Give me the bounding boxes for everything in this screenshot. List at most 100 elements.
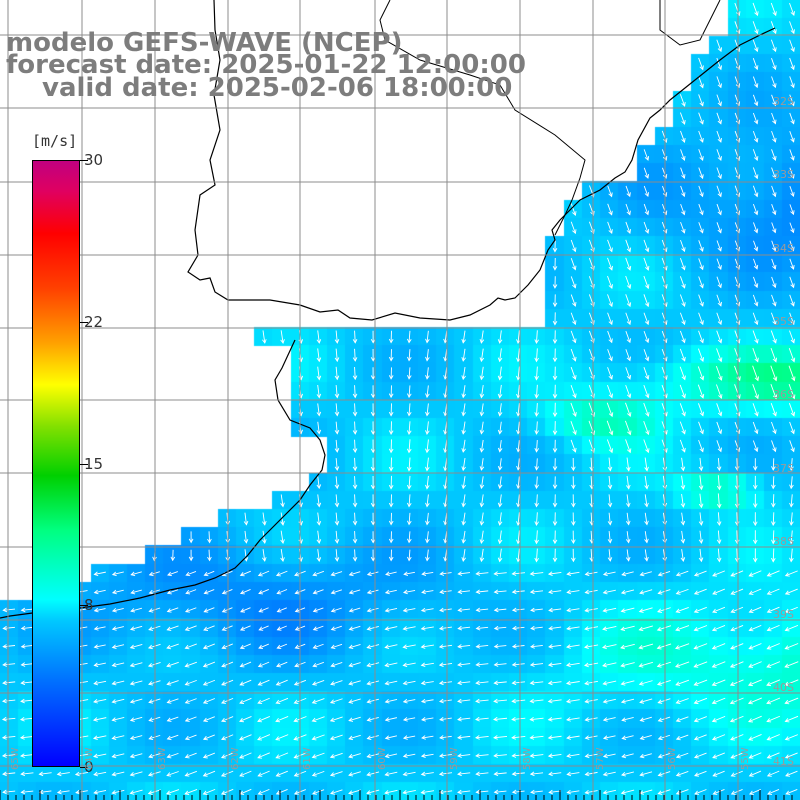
wind-arrow <box>625 349 631 362</box>
wind-arrow <box>479 439 485 453</box>
wind-arrow <box>166 734 179 741</box>
wind-arrow <box>384 680 398 686</box>
wind-arrow <box>461 439 466 453</box>
wind-arrow <box>184 770 198 777</box>
wind-arrow <box>625 185 631 198</box>
wind-arrow <box>584 644 599 649</box>
wind-arrow <box>789 276 795 289</box>
wind-arrow <box>366 716 379 722</box>
wind-arrow <box>680 185 686 198</box>
wind-arrow <box>257 715 271 723</box>
wind-arrow <box>679 112 686 125</box>
wind-arrow <box>662 185 668 198</box>
wind-arrow <box>675 661 690 668</box>
wind-arrow <box>20 625 33 631</box>
wind-arrow <box>93 626 106 631</box>
wind-arrow <box>789 458 794 471</box>
wind-arrow <box>316 403 322 417</box>
wind-arrow <box>680 549 686 562</box>
wind-arrow <box>316 549 322 562</box>
wind-arrow <box>166 752 179 759</box>
wind-arrow <box>497 330 503 344</box>
wind-arrow <box>461 366 466 381</box>
wind-arrow <box>534 348 539 363</box>
wind-arrow <box>716 276 722 289</box>
wind-arrow <box>329 698 343 704</box>
wind-arrow <box>334 530 340 544</box>
wind-arrow <box>239 734 252 741</box>
wind-arrow <box>388 349 394 362</box>
wind-arrow <box>675 625 690 632</box>
wind-arrow <box>511 644 525 649</box>
wind-arrow <box>657 607 671 613</box>
wind-arrow <box>625 439 632 454</box>
wind-arrow <box>20 698 34 704</box>
wind-arrow <box>711 679 726 686</box>
wind-arrow <box>275 752 289 759</box>
wind-arrow <box>656 661 672 668</box>
wind-arrow <box>370 403 376 417</box>
wind-arrow <box>643 167 650 179</box>
wind-arrow <box>479 385 485 399</box>
wind-arrow <box>752 440 759 453</box>
wind-arrow <box>348 753 361 759</box>
wind-arrow <box>679 258 686 271</box>
wind-arrow <box>602 589 616 595</box>
wind-arrow <box>275 770 288 777</box>
wind-arrow <box>129 698 143 704</box>
wind-arrow <box>457 735 471 740</box>
wind-arrow <box>789 149 795 161</box>
wind-arrow <box>479 458 485 471</box>
wind-arrow <box>188 531 194 544</box>
wind-arrow <box>316 348 322 363</box>
wind-arrow <box>771 494 776 508</box>
wind-arrow <box>384 735 398 740</box>
wind-arrow <box>529 735 544 740</box>
wind-arrow <box>626 475 631 490</box>
wind-arrow <box>748 661 762 668</box>
wind-arrow <box>280 494 285 508</box>
wind-arrow <box>93 699 107 704</box>
wind-arrow <box>111 589 124 595</box>
wind-arrow <box>366 589 379 595</box>
wind-arrow <box>784 752 798 759</box>
wind-arrow <box>698 167 704 180</box>
wind-arrow <box>716 330 723 344</box>
wind-arrow <box>530 625 543 631</box>
wind-arrow <box>625 221 631 234</box>
wind-arrow <box>643 149 650 161</box>
wind-arrow <box>316 384 322 399</box>
wind-arrow <box>752 76 759 89</box>
wind-arrow <box>384 607 398 613</box>
wind-arrow <box>2 625 15 631</box>
wind-arrow <box>311 734 325 741</box>
wind-arrow <box>606 420 614 436</box>
wind-arrow <box>334 439 340 453</box>
wind-arrow <box>497 348 503 363</box>
wind-arrow <box>257 679 270 686</box>
wind-arrow <box>620 607 635 613</box>
wind-arrow <box>644 531 649 544</box>
wind-arrow <box>566 607 580 613</box>
wind-arrow <box>661 257 668 271</box>
wind-arrow <box>457 753 471 758</box>
wind-arrow <box>439 589 452 595</box>
wind-arrow <box>624 420 632 436</box>
wind-arrow <box>771 476 776 490</box>
wind-arrow <box>316 494 322 508</box>
wind-arrow <box>584 589 598 595</box>
wind-arrow <box>602 644 617 650</box>
wind-arrow <box>311 770 325 777</box>
wind-arrow <box>771 458 776 471</box>
wind-arrow <box>366 771 380 777</box>
wind-arrow <box>129 680 143 686</box>
latitude-label: 35S <box>773 314 794 328</box>
wind-arrow <box>184 698 197 704</box>
wind-arrow <box>275 716 289 723</box>
wind-arrow <box>552 402 558 418</box>
wind-arrow <box>202 679 216 686</box>
wind-arrow <box>129 771 143 777</box>
wind-arrow <box>753 222 759 234</box>
wind-arrow <box>93 589 106 595</box>
wind-arrow <box>461 457 466 472</box>
